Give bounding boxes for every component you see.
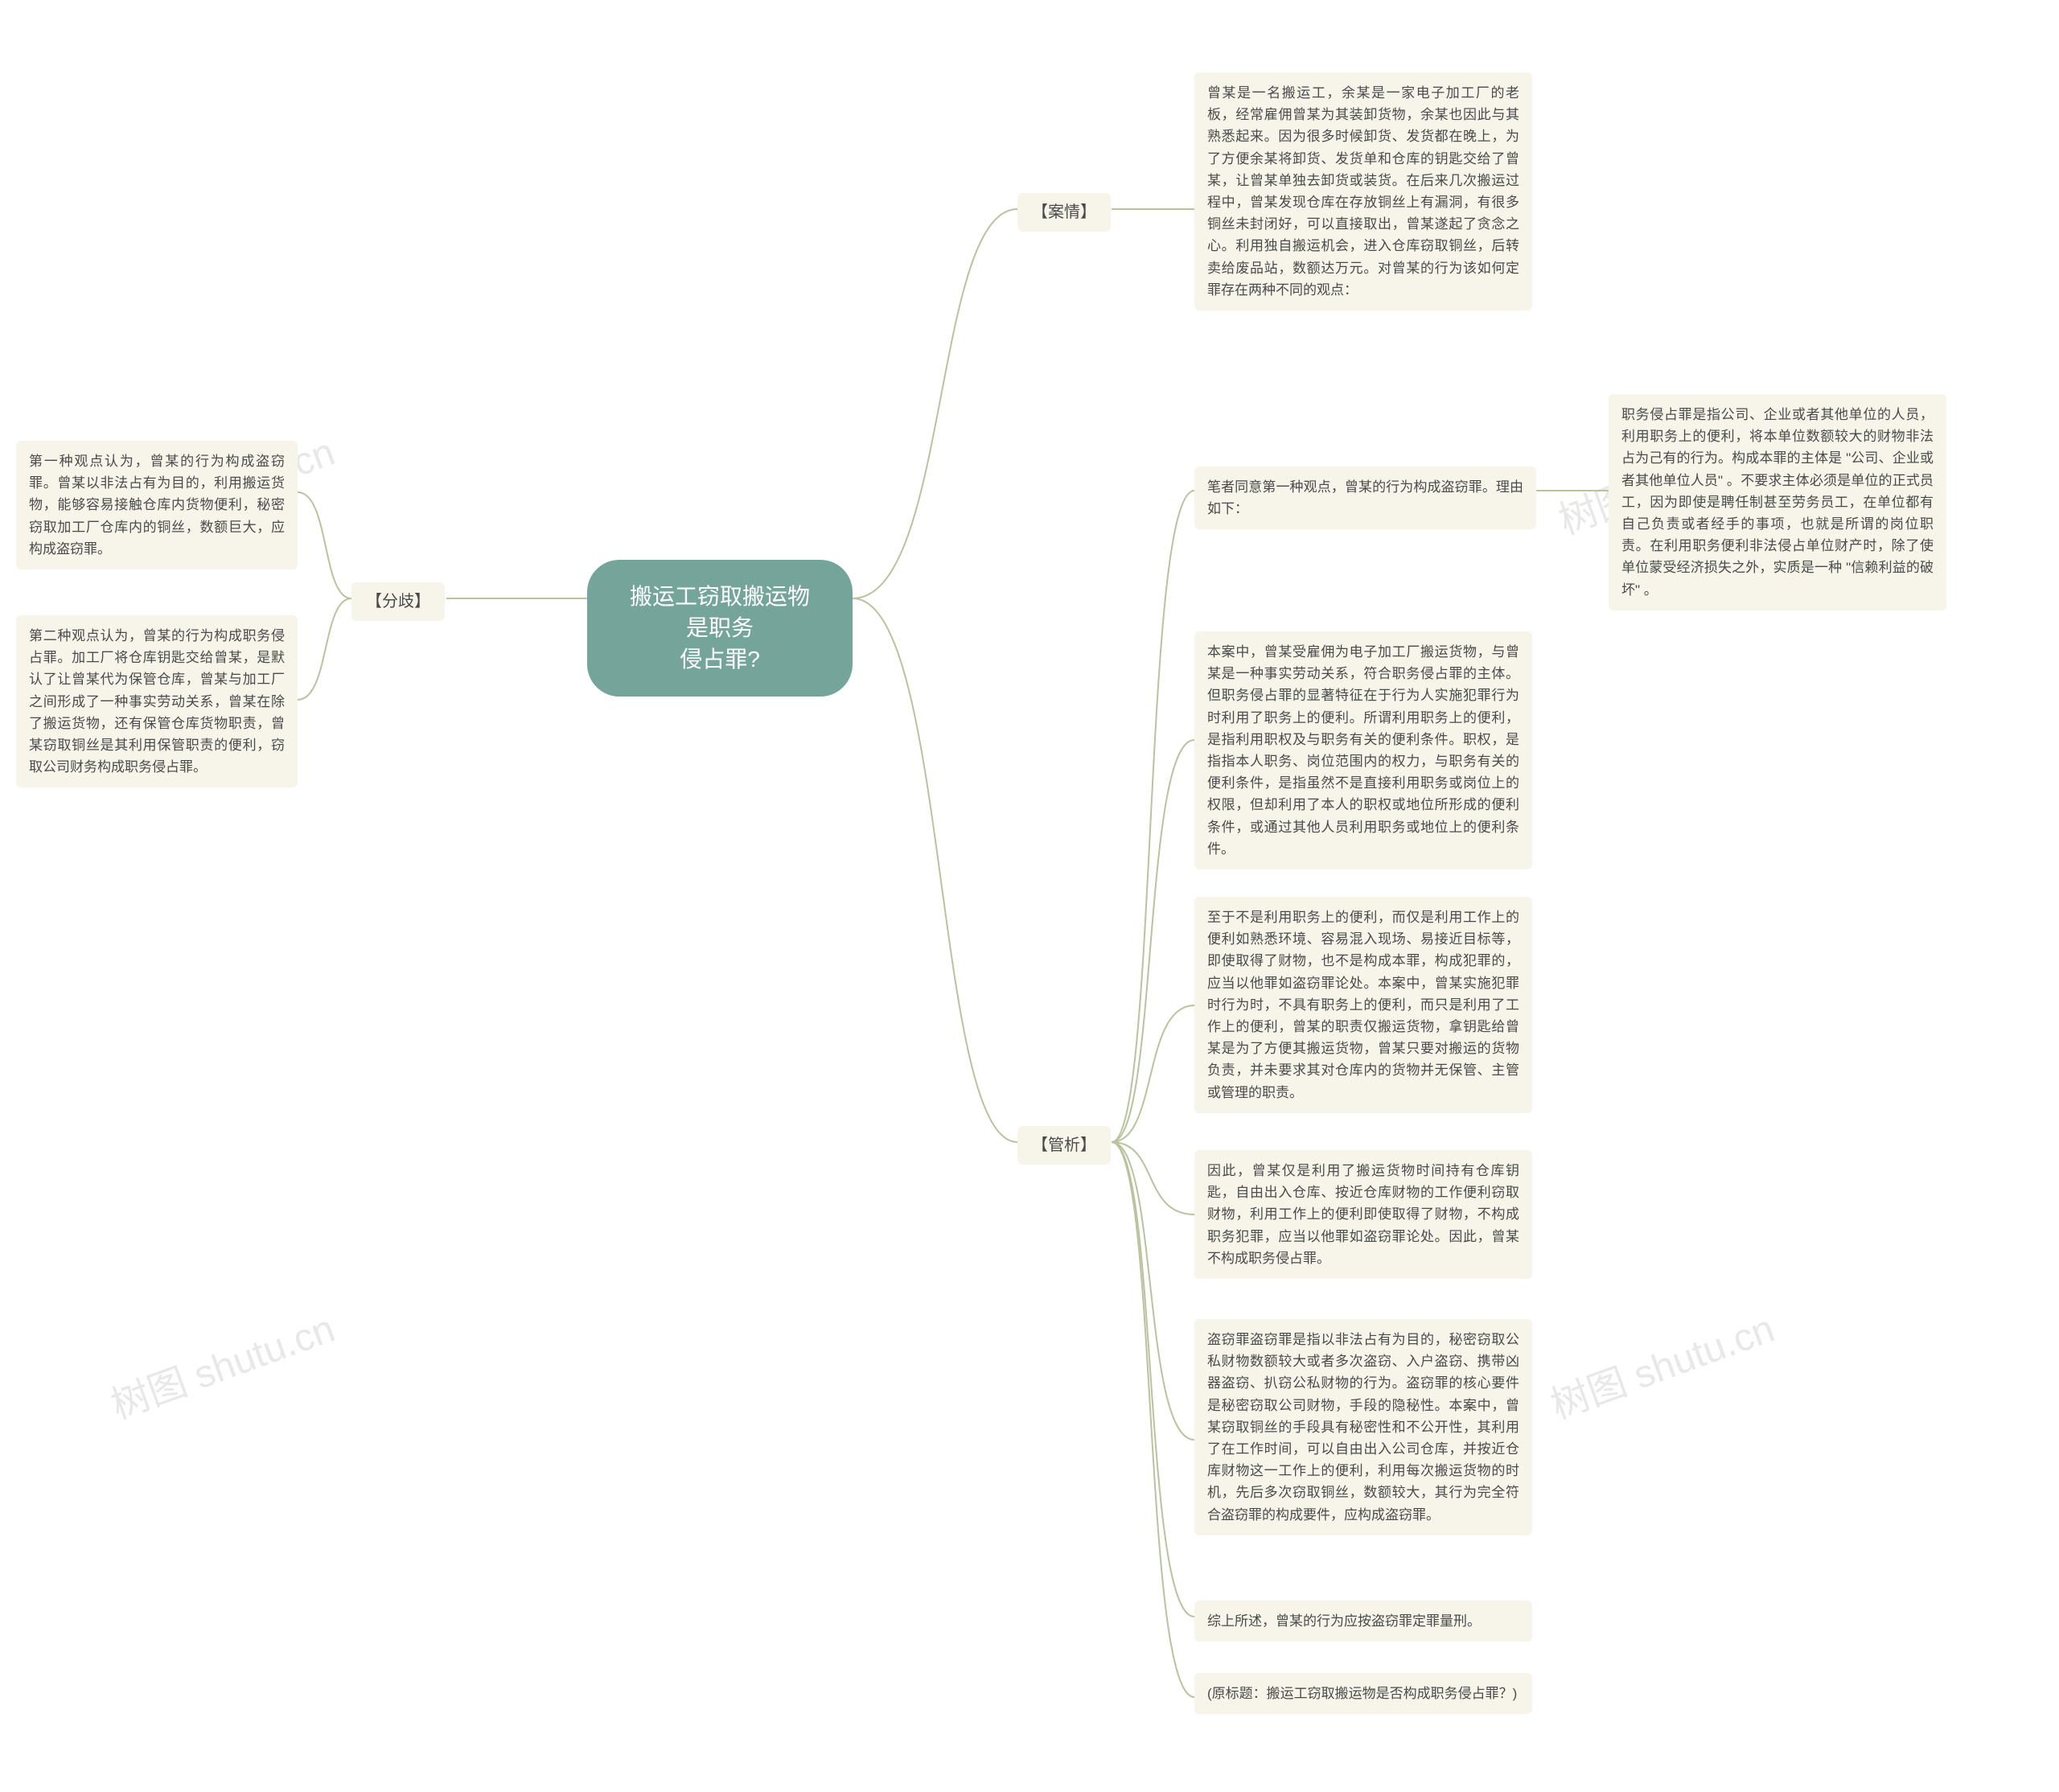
branch-analysis[interactable]: 【管析】 (1017, 1126, 1111, 1165)
leaf-an-2[interactable]: 本案中，曾某受雇佣为电子加工厂搬运货物，与曾某是一种事实劳动关系，符合职务侵占罪… (1194, 631, 1532, 869)
leaf-an-intro[interactable]: 笔者同意第一种观点，曾某的行为构成盗窃罪。理由如下： (1194, 466, 1536, 529)
root-title-line2: 侵占罪? (619, 643, 820, 675)
leaf-case-body[interactable]: 曾某是一名搬运工，余某是一家电子加工厂的老板，经常雇佣曾某为其装卸货物，余某也因… (1194, 72, 1532, 310)
leaf-an-6[interactable]: 综上所述，曾某的行为应按盗窃罪定罪量刑。 (1194, 1601, 1532, 1642)
leaf-an-4[interactable]: 因此，曾某仅是利用了搬运货物时间持有仓库钥匙，自由出入仓库、按近仓库财物的工作便… (1194, 1150, 1532, 1279)
leaf-an-7[interactable]: (原标题：搬运工窃取搬运物是否构成职务侵占罪？) (1194, 1673, 1532, 1714)
branch-case[interactable]: 【案情】 (1017, 193, 1111, 232)
root-node[interactable]: 搬运工窃取搬运物是职务 侵占罪? (587, 560, 853, 697)
leaf-div-a[interactable]: 第一种观点认为，曾某的行为构成盗窃罪。曾某以非法占有为目的，利用搬运货物，能够容… (16, 441, 298, 569)
watermark: 树图 shutu.cn (102, 1297, 341, 1429)
root-title-line1: 搬运工窃取搬运物是职务 (619, 581, 820, 643)
leaf-div-b[interactable]: 第二种观点认为，曾某的行为构成职务侵占罪。加工厂将仓库钥匙交给曾某，是默认了让曾… (16, 615, 298, 787)
leaf-an-3[interactable]: 至于不是利用职务上的便利，而仅是利用工作上的便利如熟悉环境、容易混入现场、易接近… (1194, 897, 1532, 1113)
leaf-an-5[interactable]: 盗窃罪盗窃罪是指以非法占有为目的，秘密窃取公私财物数额较大或者多次盗窃、入户盗窃… (1194, 1319, 1532, 1535)
watermark: 树图 shutu.cn (1542, 1297, 1781, 1429)
branch-divergence[interactable]: 【分歧】 (351, 582, 445, 621)
connectors (0, 0, 2059, 1792)
leaf-an-intro-detail[interactable]: 职务侵占罪是指公司、企业或者其他单位的人员，利用职务上的便利，将本单位数额较大的… (1609, 394, 1946, 610)
